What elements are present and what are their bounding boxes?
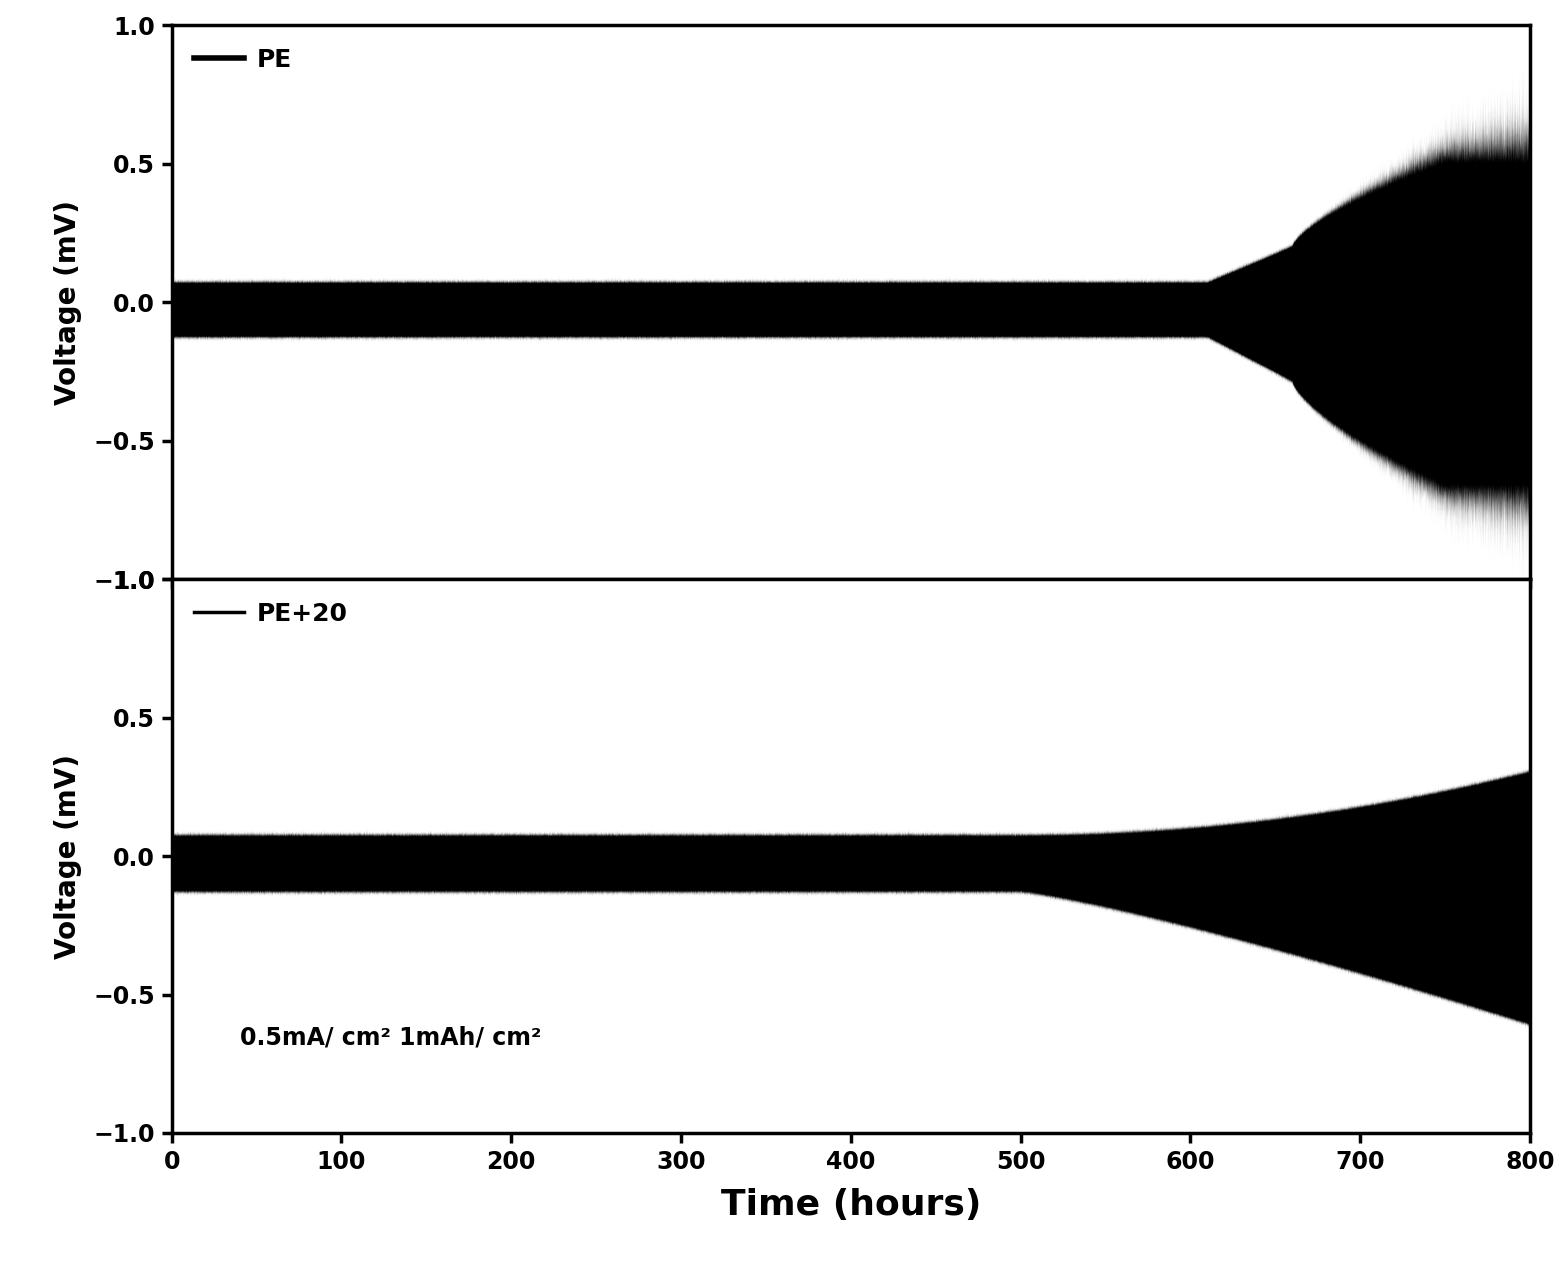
Legend: PE: PE	[184, 38, 301, 81]
Text: 0.5mA/ cm² 1mAh/ cm²: 0.5mA/ cm² 1mAh/ cm²	[239, 1026, 542, 1050]
Legend: PE+20: PE+20	[184, 592, 357, 635]
Y-axis label: Voltage (mV): Voltage (mV)	[55, 754, 83, 959]
X-axis label: Time (hours): Time (hours)	[721, 1188, 980, 1222]
Y-axis label: Voltage (mV): Voltage (mV)	[55, 200, 83, 405]
